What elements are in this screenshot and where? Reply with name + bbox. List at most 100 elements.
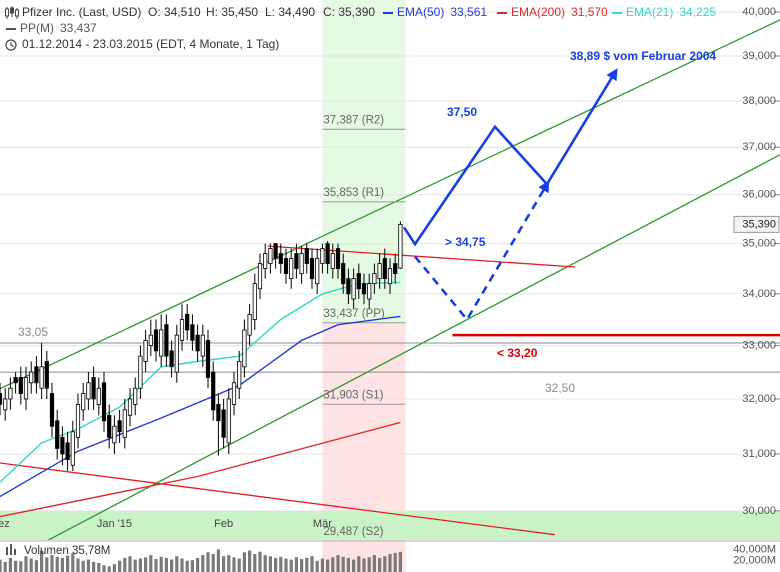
volume-bar	[190, 560, 194, 572]
clock-icon	[5, 39, 17, 51]
candle-body	[242, 329, 247, 368]
volume-bar	[149, 555, 153, 572]
volume-bar	[222, 556, 226, 572]
volume-bar	[320, 558, 324, 572]
candle-body	[263, 253, 268, 269]
volume-bar	[34, 560, 38, 572]
candle-body	[226, 398, 231, 444]
candle-body	[382, 258, 387, 280]
volume-bar	[232, 557, 236, 572]
volume-bar	[3, 561, 7, 572]
x-tick-label: Dez	[0, 518, 10, 530]
volume-bar	[154, 559, 158, 572]
candle-body	[221, 409, 226, 438]
price-tag-label: 35,390	[742, 218, 776, 230]
candle-body	[39, 366, 44, 389]
volume-bar	[128, 556, 132, 572]
candle-body	[309, 258, 315, 280]
volume-bar	[71, 553, 75, 572]
trendline	[0, 19, 780, 390]
annotation: 38,89 $ vom Februar 2004	[570, 49, 716, 63]
support-band	[0, 510, 780, 540]
legend-name: EMA(21)	[626, 5, 673, 19]
y-tick-label: 38,000	[742, 95, 776, 107]
candle-body	[252, 283, 257, 320]
volume-bar	[253, 553, 257, 572]
ohlc-label: C: 35,390	[323, 5, 375, 19]
volume-bar	[227, 555, 231, 572]
candle-body	[107, 414, 112, 438]
level-label: 33,05	[18, 325, 48, 339]
volume-bar	[40, 550, 44, 572]
volume-bar	[29, 558, 33, 572]
y-tick-label: 30,000	[742, 505, 776, 517]
candle-body	[231, 382, 237, 405]
level-label: 32,50	[545, 381, 575, 395]
volume-bar	[159, 556, 163, 572]
candle-body	[268, 248, 273, 264]
volume-bar	[175, 556, 179, 572]
candle-body	[55, 420, 60, 449]
volume-bar	[398, 551, 402, 572]
legend-name: PP(M)	[20, 21, 54, 35]
volume-bar	[274, 557, 278, 572]
candle-body	[361, 283, 367, 295]
candle-body	[81, 393, 86, 411]
trendline	[47, 154, 780, 540]
volume-bar	[367, 557, 371, 572]
legend-value: 31,570	[571, 5, 608, 19]
date-range: 01.12.2014 - 23.03.2015 (EDT, 4 Monate, …	[22, 37, 279, 51]
candle-body	[13, 377, 18, 384]
x-tick-label: Mär	[313, 518, 332, 530]
candle-body	[49, 393, 55, 427]
candle-body	[367, 283, 372, 300]
volume-bar	[372, 555, 376, 572]
y-tick-label: 37,000	[742, 141, 776, 153]
candle-body	[304, 248, 309, 264]
volume-bar	[0, 559, 2, 572]
candle-body	[148, 334, 153, 347]
candle-body	[283, 258, 289, 274]
volume-bar	[346, 557, 350, 572]
ema-line	[0, 281, 401, 483]
volume-bar	[393, 552, 397, 572]
candle-body	[351, 278, 356, 300]
legend-value: 33,561	[450, 5, 487, 19]
volume-bar	[133, 559, 137, 572]
volume-bar	[216, 549, 220, 572]
candle-body	[34, 366, 39, 384]
volume-bar	[248, 550, 252, 572]
volume-bar	[180, 558, 184, 572]
annotation: > 34,75	[445, 235, 486, 249]
volume-bar	[341, 556, 345, 572]
candle-body	[0, 393, 3, 405]
volume-bar	[107, 566, 111, 572]
volume-bar	[331, 557, 335, 572]
candle-body	[29, 371, 34, 384]
candle-body	[23, 377, 29, 400]
annotation: 37,50	[447, 105, 477, 119]
projections	[402, 68, 618, 322]
volume-bar	[14, 560, 18, 572]
candle-body	[320, 248, 325, 264]
volume-bar	[378, 557, 382, 572]
candle-body	[372, 273, 377, 285]
y-tick-label: 34,000	[742, 288, 776, 300]
candle-body	[325, 243, 330, 264]
candle-body	[169, 350, 174, 368]
volume-bar	[60, 557, 64, 572]
candle-body	[133, 387, 138, 405]
volume-bar	[170, 559, 174, 572]
candle-body	[159, 329, 164, 357]
candle-body	[101, 382, 107, 422]
candle-body	[315, 258, 320, 285]
candle-body	[174, 334, 179, 373]
candle-body	[205, 339, 211, 378]
volume-bar	[284, 558, 288, 572]
volume-bar	[76, 558, 80, 572]
candle-body	[346, 278, 351, 295]
volume-bar	[294, 557, 298, 572]
pivot-label: 31,903 (S1)	[323, 389, 383, 401]
volume-bar	[97, 562, 101, 572]
